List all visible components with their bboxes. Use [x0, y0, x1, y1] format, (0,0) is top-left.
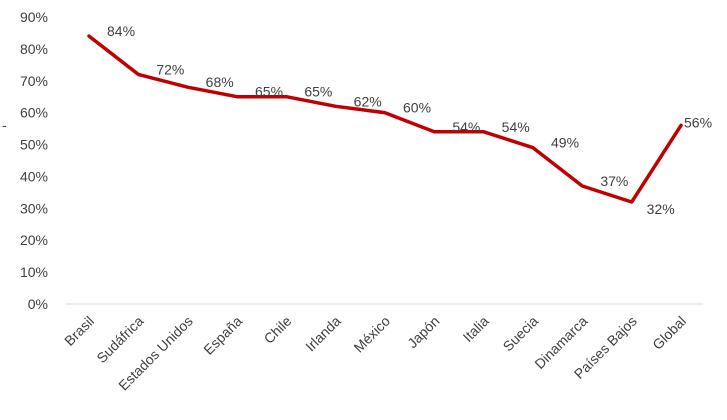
x-tick-label: Irlanda	[302, 313, 344, 355]
x-tick-label: Chile	[261, 313, 295, 347]
x-tick-label: Japón	[404, 313, 442, 351]
y-axis-mark: -	[2, 117, 7, 133]
x-tick-label: Suecia	[500, 313, 542, 355]
y-axis: 0% 10% 20% 30% 40% 50% 60% 70% 80% 90%	[20, 9, 48, 312]
x-tick-label: México	[350, 313, 393, 356]
data-label: 54%	[502, 119, 530, 135]
data-label: 84%	[107, 23, 135, 39]
x-tick-label: Global	[649, 313, 689, 353]
data-label: 65%	[304, 84, 332, 100]
y-tick-label: 50%	[20, 137, 48, 153]
data-label: 32%	[647, 201, 675, 217]
data-label: 60%	[403, 100, 431, 116]
data-labels: 84% 72% 68% 65% 65% 62% 60% 54% 54% 49% 37% 32% 56%	[107, 23, 712, 217]
data-label: 49%	[551, 135, 579, 151]
y-tick-label: 60%	[20, 105, 48, 121]
data-label: 68%	[206, 74, 234, 90]
y-tick-label: 30%	[20, 200, 48, 216]
data-label: 62%	[354, 93, 382, 109]
data-label: 65%	[255, 84, 283, 100]
data-label: 56%	[684, 114, 712, 130]
data-label: 37%	[600, 173, 628, 189]
x-tick-label: Brasil	[61, 313, 97, 349]
y-tick-label: 0%	[28, 296, 48, 312]
x-tick-label: España	[200, 313, 245, 358]
data-label: 72%	[156, 61, 184, 77]
y-tick-label: 20%	[20, 232, 48, 248]
series-line	[87, 34, 683, 204]
y-tick-label: 70%	[20, 73, 48, 89]
y-tick-label: 80%	[20, 41, 48, 57]
y-tick-label: 10%	[20, 264, 48, 280]
data-label: 54%	[452, 119, 480, 135]
y-tick-label: 90%	[20, 9, 48, 25]
y-tick-label: 40%	[20, 168, 48, 184]
x-tick-label: Italia	[460, 313, 492, 345]
